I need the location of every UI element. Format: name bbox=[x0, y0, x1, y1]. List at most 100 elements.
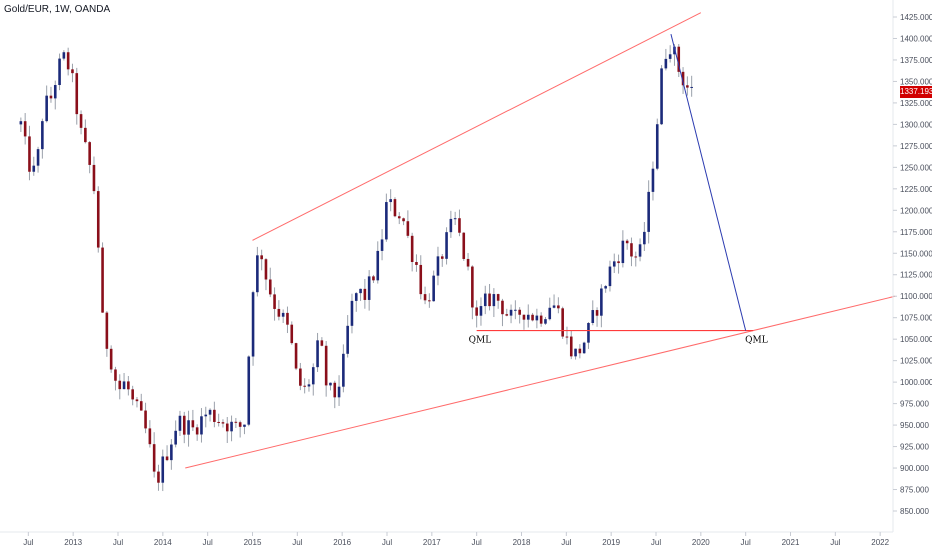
time-tick-label: 2022 bbox=[871, 538, 889, 547]
time-tick-label: 2014 bbox=[154, 538, 172, 547]
price-tick-label: 975.000 bbox=[900, 400, 929, 409]
candle-down bbox=[475, 307, 478, 316]
candle-down bbox=[127, 381, 130, 390]
time-tick-label: Jul bbox=[382, 538, 392, 547]
candle-up bbox=[161, 456, 165, 483]
candle-down bbox=[105, 312, 109, 349]
candle-down bbox=[139, 401, 143, 411]
candle-up bbox=[178, 415, 182, 431]
candle-down bbox=[88, 142, 91, 165]
candle-down bbox=[686, 85, 689, 88]
time-tick-label: 2021 bbox=[782, 538, 800, 547]
candle-down bbox=[118, 380, 122, 390]
candle-up bbox=[526, 314, 530, 320]
candle-up bbox=[359, 288, 362, 294]
candles-layer bbox=[19, 44, 693, 492]
candle-down bbox=[428, 300, 431, 302]
candle-down bbox=[625, 240, 629, 244]
price-tick-label: 1100.000 bbox=[900, 292, 932, 301]
candle-up bbox=[608, 266, 612, 287]
price-tick-label: 1300.000 bbox=[900, 120, 932, 129]
candle-down bbox=[462, 232, 466, 259]
price-tick-label: 1175.000 bbox=[900, 228, 932, 237]
candle-down bbox=[109, 348, 113, 370]
price-tick-label: 875.000 bbox=[900, 486, 929, 495]
candle-up bbox=[367, 276, 371, 300]
candle-up bbox=[673, 46, 676, 55]
time-axis[interactable]: Jul 2013 Jul 2014 Jul 2015 Jul 2016 Jul 2017 Jul 20… bbox=[23, 532, 890, 547]
candle-down bbox=[440, 256, 444, 259]
candle-down bbox=[299, 368, 302, 386]
candle-up bbox=[660, 68, 663, 125]
candle-down bbox=[518, 309, 521, 315]
candle-down bbox=[406, 221, 410, 236]
candle-up bbox=[552, 305, 556, 308]
candle-down bbox=[681, 71, 685, 86]
candle-down bbox=[182, 415, 186, 435]
candle-down bbox=[273, 294, 276, 309]
price-tick-label: 1000.000 bbox=[900, 378, 932, 387]
candle-down bbox=[217, 421, 220, 423]
time-tick-label: Jul bbox=[292, 538, 302, 547]
candle-down bbox=[419, 264, 423, 295]
candle-down bbox=[165, 456, 169, 461]
candle-up bbox=[651, 168, 655, 192]
candle-down bbox=[131, 389, 134, 400]
lower-trendline[interactable] bbox=[185, 295, 896, 469]
candle-down bbox=[320, 340, 324, 346]
candle-up bbox=[307, 384, 311, 387]
candle-up bbox=[453, 218, 457, 220]
candle-down bbox=[144, 410, 147, 429]
candle-up bbox=[230, 421, 233, 432]
time-tick-label: 2016 bbox=[333, 538, 351, 547]
candle-down bbox=[501, 300, 504, 315]
candle-up bbox=[514, 309, 517, 311]
candle-down bbox=[268, 279, 272, 295]
price-axis[interactable]: 1425.000 1400.000 1375.000 1350.000 1325.000… bbox=[893, 13, 932, 516]
candle-up bbox=[247, 356, 251, 425]
candle-down bbox=[578, 348, 582, 354]
candle-down bbox=[324, 345, 328, 386]
candle-down bbox=[595, 310, 599, 316]
price-tick-label: 1225.000 bbox=[900, 185, 932, 194]
time-tick-label: Jul bbox=[203, 538, 213, 547]
last-price-tag: 1337.193 bbox=[900, 86, 932, 98]
candle-down bbox=[557, 305, 560, 309]
candle-down bbox=[333, 382, 337, 398]
candle-down bbox=[630, 243, 633, 257]
candle-down bbox=[458, 218, 461, 233]
candle-down bbox=[393, 199, 397, 217]
candle-up bbox=[281, 312, 285, 317]
projection-line[interactable] bbox=[670, 34, 747, 331]
upper-trendline[interactable] bbox=[252, 12, 702, 241]
candle-up bbox=[36, 149, 40, 166]
candle-up bbox=[591, 310, 595, 324]
candle-up bbox=[582, 342, 586, 354]
candle-up bbox=[376, 250, 380, 281]
candle-down bbox=[634, 256, 638, 258]
candle-up bbox=[621, 240, 625, 264]
price-tick-label: 1150.000 bbox=[900, 249, 932, 258]
price-tick-label: 1025.000 bbox=[900, 357, 932, 366]
candle-up bbox=[483, 293, 487, 307]
candle-up bbox=[41, 121, 44, 150]
candle-down bbox=[238, 422, 242, 427]
candle-down bbox=[225, 423, 229, 432]
candle-up bbox=[122, 381, 126, 390]
candle-up bbox=[664, 58, 668, 69]
candle-up bbox=[604, 286, 607, 289]
candle-down bbox=[84, 127, 87, 143]
candle-down bbox=[92, 164, 96, 192]
candle-up bbox=[492, 294, 496, 307]
price-tick-label: 1125.000 bbox=[900, 271, 932, 280]
candle-up bbox=[449, 218, 453, 233]
candle-down bbox=[531, 314, 534, 321]
candle-down bbox=[496, 294, 500, 301]
time-tick-label: 2020 bbox=[692, 538, 710, 547]
candle-down bbox=[221, 422, 225, 424]
chart-title: Gold/EUR, 1W, OANDA bbox=[4, 4, 111, 15]
candle-up bbox=[337, 386, 341, 398]
price-tick-label: 1050.000 bbox=[900, 335, 932, 344]
candle-up bbox=[174, 430, 177, 445]
